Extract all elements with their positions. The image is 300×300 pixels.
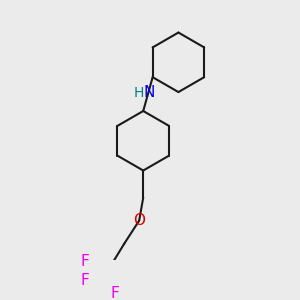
Text: F: F xyxy=(81,273,89,288)
Text: H: H xyxy=(134,86,145,100)
Text: N: N xyxy=(144,85,155,100)
Text: O: O xyxy=(133,213,145,228)
Text: F: F xyxy=(81,254,89,269)
Text: F: F xyxy=(110,286,119,300)
